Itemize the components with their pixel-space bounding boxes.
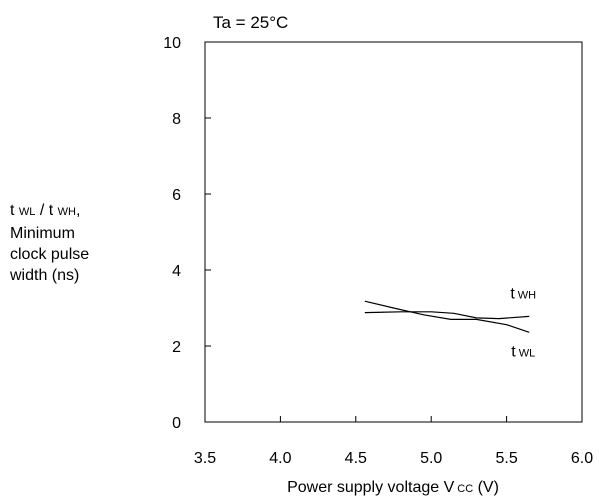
series-label-tWH: t WH bbox=[510, 285, 536, 302]
chart-title: Ta = 25°C bbox=[213, 13, 288, 32]
y-axis-label: t WL / t WH, Minimum clock pulse width (… bbox=[10, 200, 89, 286]
series-lines: t WHt WL bbox=[364, 285, 536, 360]
plot-frame bbox=[204, 41, 583, 423]
y-tick-label: 6 bbox=[172, 187, 181, 204]
x-tick-label: 5.5 bbox=[495, 450, 517, 467]
series-line-tWH bbox=[364, 311, 530, 320]
y-tick-label: 10 bbox=[163, 35, 181, 52]
y-axis-label-line-2: Minimum bbox=[10, 225, 75, 242]
series-label-tWL: t WL bbox=[511, 343, 535, 360]
y-tick-label: 4 bbox=[172, 263, 181, 280]
y-tick-label: 8 bbox=[172, 111, 181, 128]
x-tick-label: 4.0 bbox=[269, 450, 291, 467]
y-tick-label: 0 bbox=[172, 415, 181, 432]
y-tick-label: 2 bbox=[172, 339, 181, 356]
x-tick-label: 6.0 bbox=[571, 450, 593, 467]
series-label-letter: t bbox=[511, 343, 516, 360]
x-tick-label: 5.0 bbox=[420, 450, 442, 467]
y-axis-label-line-3: clock pulse bbox=[10, 246, 90, 263]
x-tick-label: 4.5 bbox=[345, 450, 367, 467]
series-label-subscript: WL bbox=[519, 347, 536, 359]
y-axis-label-line-1: t WL / t WH, bbox=[10, 202, 81, 219]
x-axis-ticks: 3.5 4.0 4.5 5.0 5.5 6.0 bbox=[194, 416, 593, 467]
y-axis-ticks: 0 2 4 6 8 10 bbox=[163, 35, 211, 432]
x-axis-label: Power supply voltage V CC (V) bbox=[287, 479, 499, 496]
y-axis-label-line-4: width (ns) bbox=[10, 267, 80, 284]
series-label-letter: t bbox=[510, 285, 515, 302]
x-tick-label: 3.5 bbox=[194, 450, 216, 467]
series-label-subscript: WH bbox=[518, 289, 536, 301]
series-line-tWL bbox=[364, 300, 530, 333]
